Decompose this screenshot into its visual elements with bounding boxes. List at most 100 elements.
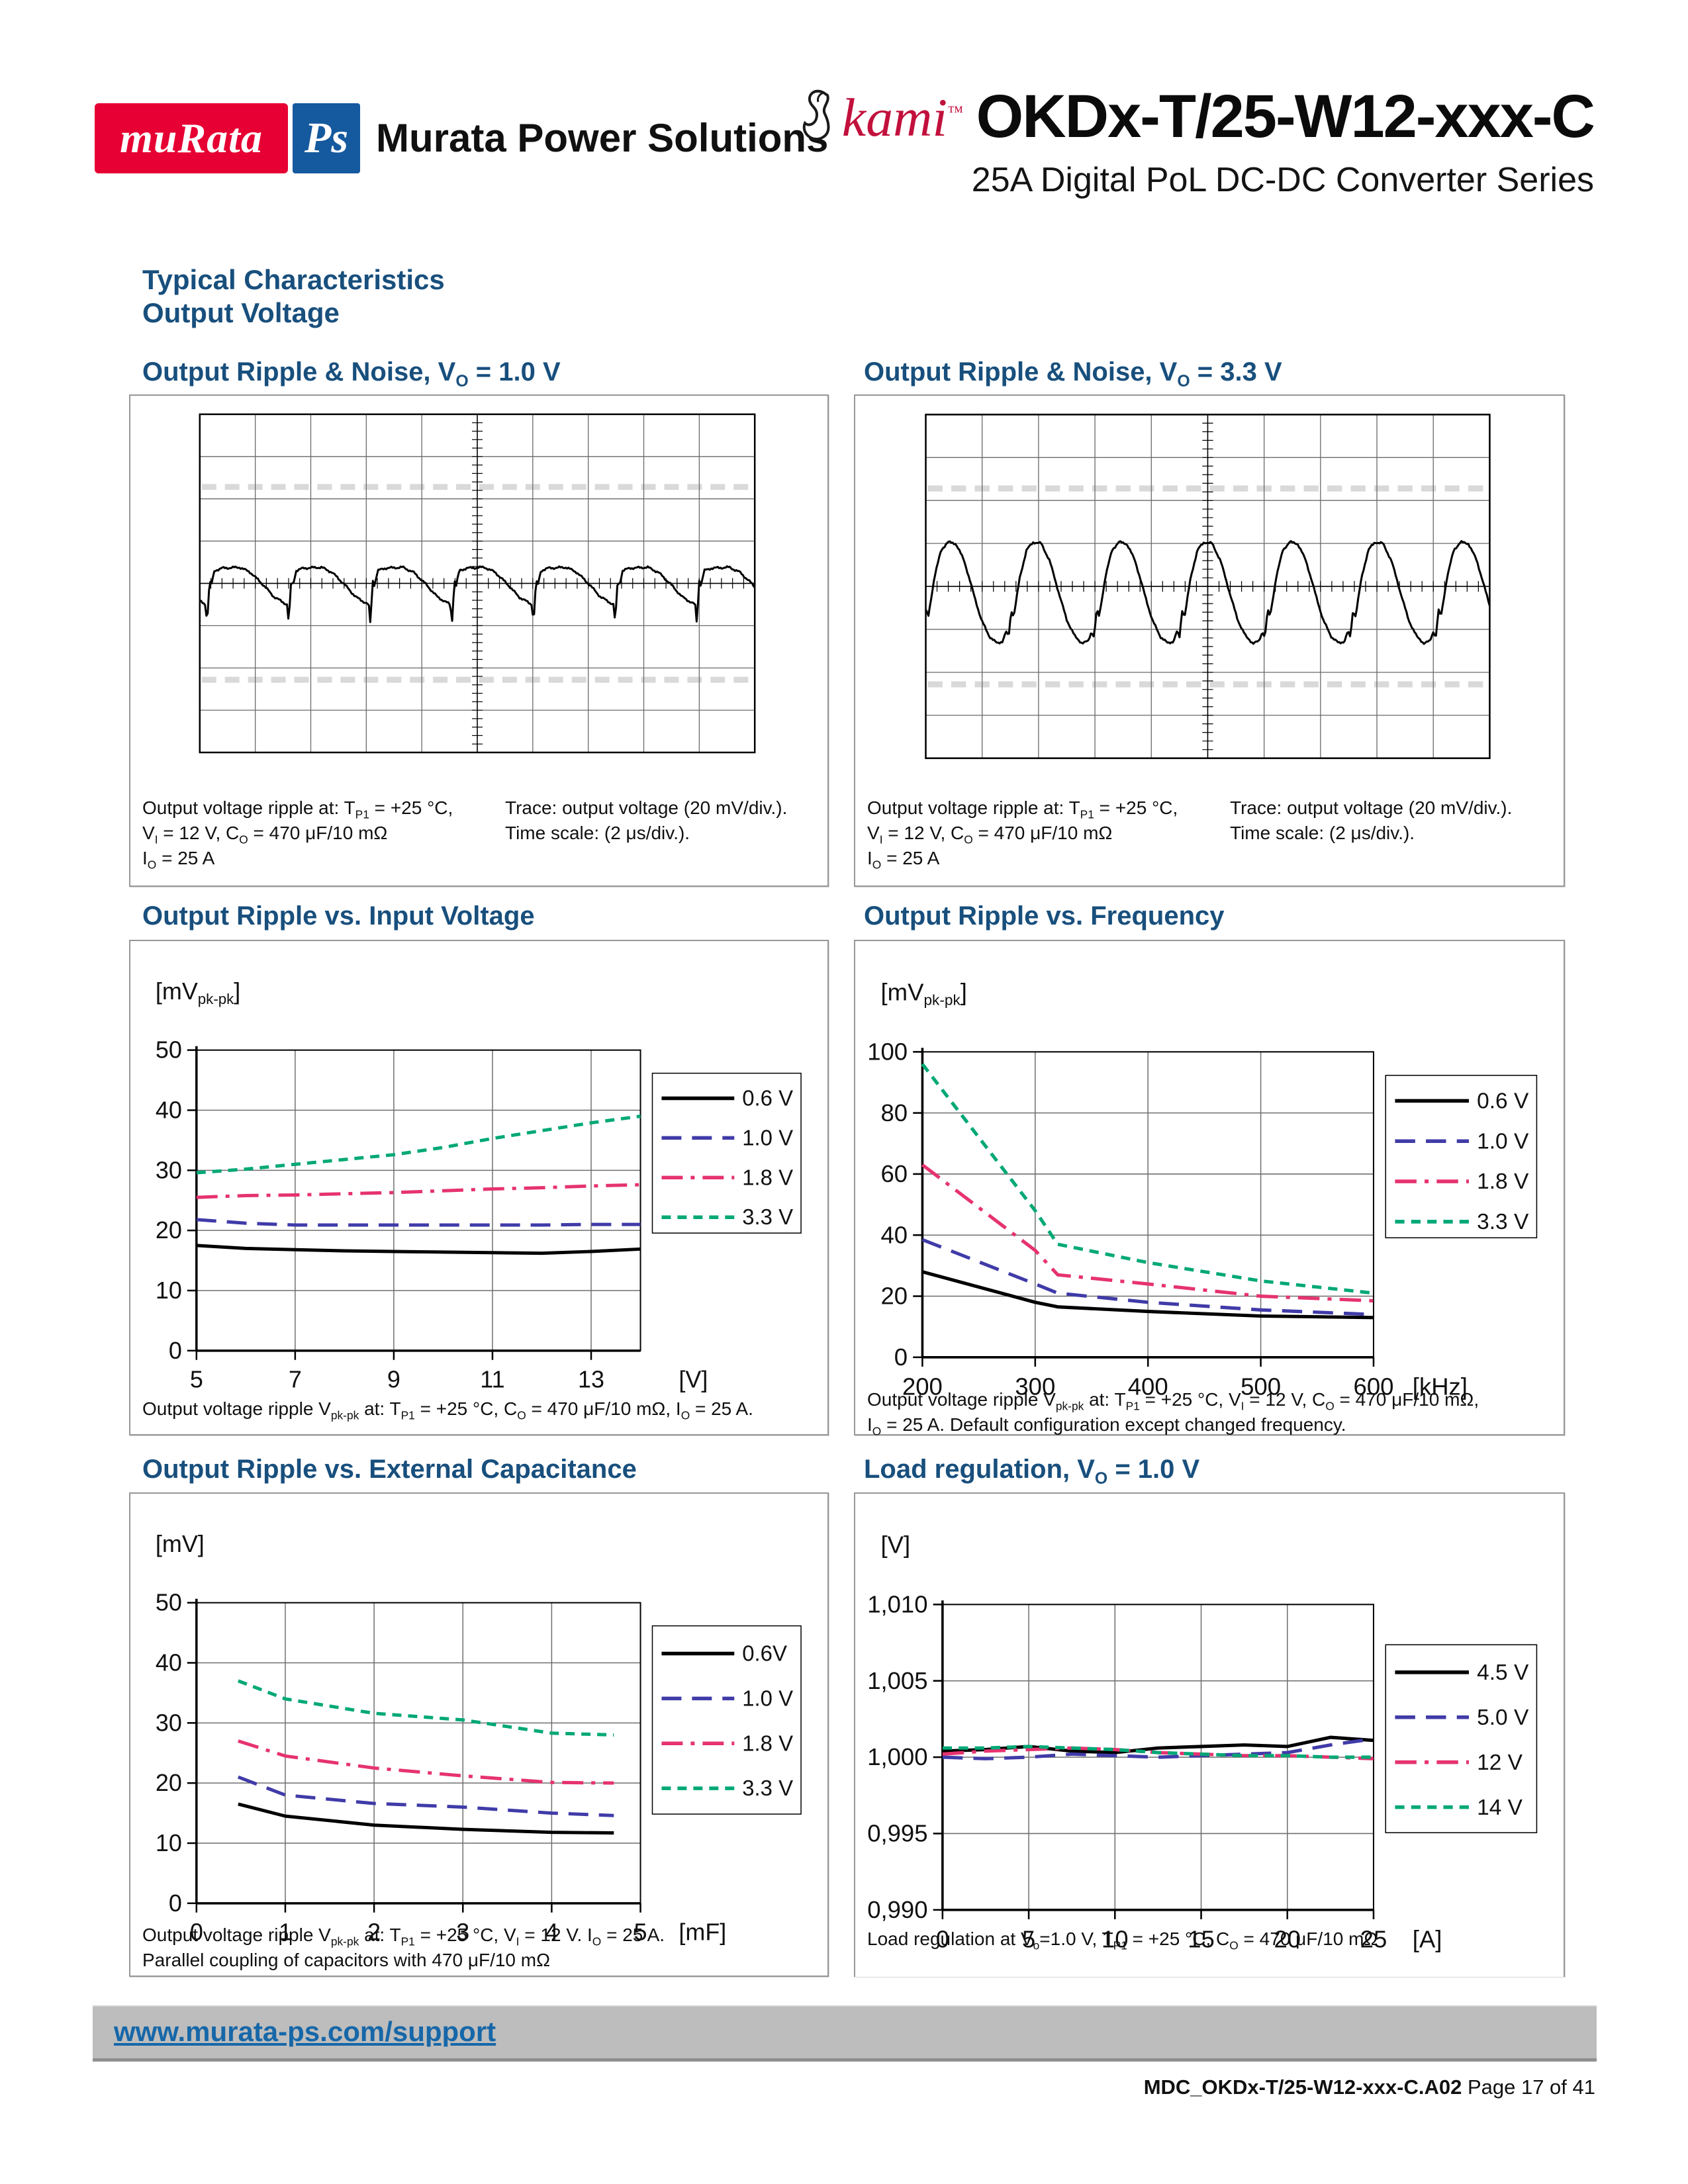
series-line-5.0V [942, 1737, 1374, 1760]
chart-title-ripple-vs-freq: Output Ripple vs. Frequency [864, 901, 1225, 931]
legend-label-1.8V: 1.8 V [742, 1165, 793, 1189]
scope-trace [199, 565, 756, 623]
svg-text:9: 9 [387, 1366, 400, 1393]
section-title-line1: Typical Characteristics [142, 264, 445, 295]
ripple-vs-freq-plot: [mVpk-pk] 0 20 40 60 80 100 200 300 400 500 600 [kHz… [855, 941, 1564, 1425]
doc-id: MDC_OKDx-T/25-W12-xxx-C.A02 [1143, 2075, 1462, 2099]
svg-text:300: 300 [1015, 1373, 1055, 1400]
legend-label-5.0V: 5.0 V [1477, 1706, 1529, 1730]
load-reg-plot: [V] 0,990 0,995 1,000 1,005 1,010 0 5 10 15 20 25 [A… [855, 1494, 1564, 1978]
svg-text:1,005: 1,005 [867, 1667, 927, 1694]
svg-text:0,995: 0,995 [867, 1820, 927, 1847]
svg-text:60: 60 [881, 1160, 908, 1187]
panel-scope2: Output voltage ripple at: TP1 = +25 °C, V… [854, 394, 1565, 887]
legend-label-1.0V: 1.0 V [742, 1125, 793, 1150]
series-line-1.0V [196, 1218, 641, 1227]
legend: 4.5 V 5.0 V 12 V 14 V [1385, 1644, 1538, 1833]
svg-text:[A]: [A] [1413, 1926, 1442, 1953]
panel-ripple-vs-cap: [mV] 0 10 20 30 40 50 0 1 2 3 4 5 [mF] 0.6V 1.0 V 1.8 V 3… [129, 1492, 829, 1977]
legend-label-1.8V: 1.8 V [1477, 1169, 1529, 1194]
svg-text:40: 40 [156, 1649, 182, 1676]
svg-text:0: 0 [894, 1343, 908, 1371]
svg-text:1: 1 [279, 1919, 292, 1946]
legend-label-12V: 12 V [1477, 1751, 1523, 1775]
svg-text:1,010: 1,010 [867, 1591, 927, 1618]
svg-text:25: 25 [1360, 1926, 1387, 1953]
panel-ripple-vs-vin: [mVpk-pk] 0 10 20 30 40 50 5 7 9 11 13 [V] 0.6 V 1.0 V… [129, 940, 829, 1435]
ps-logo-text: Ps [305, 114, 348, 162]
support-link[interactable]: www.murata-ps.com/support [114, 2016, 496, 2047]
svg-text:20: 20 [1274, 1926, 1301, 1953]
svg-text:20: 20 [156, 1769, 182, 1796]
scope-trace [925, 540, 1491, 645]
ripple-vs-freq-caption: Output voltage ripple Vpk-pk at: TP1 = +… [867, 1389, 1479, 1438]
legend-label-4.5V: 4.5 V [1477, 1661, 1529, 1685]
okami-trademark: ™ [947, 103, 963, 121]
svg-text:10: 10 [156, 1829, 182, 1856]
brand-text: Murata Power Solutions [376, 116, 829, 160]
svg-text:11: 11 [480, 1366, 504, 1393]
svg-text:30: 30 [156, 1156, 182, 1183]
svg-text:0: 0 [936, 1926, 949, 1953]
section-title-line2: Output Voltage [142, 297, 340, 328]
scope1-caption-right: Trace: output voltage (20 mV/div.). Time … [505, 797, 788, 843]
legend-label-0.6V: 0.6V [742, 1641, 787, 1666]
svg-text:600: 600 [1354, 1373, 1394, 1400]
svg-text:5: 5 [1022, 1926, 1035, 1953]
legend: 0.6 V 1.0 V 1.8 V 3.3 V [651, 1072, 802, 1234]
svg-text:10: 10 [156, 1277, 182, 1304]
legend-label-0.6V: 0.6 V [742, 1086, 793, 1111]
murata-logo-text: muRata [120, 114, 263, 161]
chart-title-scope2: Output Ripple & Noise, VO = 3.3 V [864, 357, 1282, 390]
panel-scope1: Output voltage ripple at: TP1 = +25 °C, V… [129, 394, 829, 887]
murata-logo: muRata [95, 103, 288, 173]
legend-label-1.0V: 1.0 V [1477, 1129, 1529, 1154]
svg-text:100: 100 [867, 1038, 908, 1066]
series-line-1.0V [237, 1775, 614, 1817]
svg-text:[mF]: [mF] [679, 1919, 726, 1946]
okami-logo-icon [802, 89, 830, 140]
svg-text:400: 400 [1128, 1373, 1168, 1400]
product-title: OKDx-T/25-W12-xxx-C [976, 83, 1595, 150]
svg-text:2: 2 [367, 1919, 381, 1946]
series-line-1.8V [238, 1739, 614, 1785]
ripple-vs-vin-plot: [mVpk-pk] 0 10 20 30 40 50 5 7 9 11 13 [V] 0.6 V 1.0 V… [130, 941, 827, 1417]
svg-text:20: 20 [156, 1216, 182, 1244]
svg-text:500: 500 [1241, 1373, 1281, 1400]
svg-text:40: 40 [881, 1221, 908, 1248]
series-line-0.6V [921, 1270, 1374, 1320]
legend-label-3.3V: 3.3 V [742, 1205, 793, 1229]
scope2-caption-right: Trace: output voltage (20 mV/div.). Time … [1230, 797, 1513, 843]
legend-label-3.3V: 3.3 V [742, 1776, 793, 1800]
svg-text:1,000: 1,000 [867, 1743, 927, 1770]
footer-bar: www.murata-ps.com/support [93, 2005, 1597, 2062]
okami-text: kami™ [841, 87, 963, 148]
ps-logo: Ps [293, 103, 360, 173]
series-line-1.8V [196, 1183, 641, 1199]
legend: 0.6V 1.0 V 1.8 V 3.3 V [651, 1625, 802, 1815]
ripple-vs-cap-plot: [mV] 0 10 20 30 40 50 0 1 2 3 4 5 [mF] 0.6V 1.0 V 1.8 V 3… [130, 1494, 827, 1970]
scope2-caption-left: Output voltage ripple at: TP1 = +25 °C, V… [867, 797, 1178, 872]
legend-label-14V: 14 V [1477, 1796, 1523, 1820]
svg-text:13: 13 [578, 1366, 604, 1393]
series-line-1.0V [921, 1238, 1374, 1316]
legend-label-0.6V: 0.6 V [1477, 1089, 1529, 1114]
series-subtitle: 25A Digital PoL DC-DC Converter Series [971, 161, 1594, 199]
svg-text:[mVpk-pk]: [mVpk-pk] [881, 978, 967, 1008]
chart-title-scope1: Output Ripple & Noise, VO = 1.0 V [142, 357, 561, 390]
scope1-caption-left: Output voltage ripple at: TP1 = +25 °C, V… [142, 797, 453, 872]
series-line-3.3V [921, 1063, 1374, 1295]
svg-text:[V]: [V] [679, 1366, 708, 1393]
svg-text:[mVpk-pk]: [mVpk-pk] [156, 978, 240, 1007]
legend-label-1.0V: 1.0 V [742, 1686, 793, 1710]
load-reg-caption: Load regulation at Vo=1.0 V, TP1 = +25 °… [867, 1929, 1378, 1952]
chart-title-load-reg: Load regulation, VO = 1.0 V [864, 1455, 1200, 1488]
series-line-0.6V [238, 1802, 614, 1835]
svg-text:15: 15 [1188, 1926, 1215, 1953]
svg-text:0: 0 [169, 1337, 182, 1364]
chart-title-ripple-vs-vin: Output Ripple vs. Input Voltage [142, 901, 535, 931]
series-line-3.3V [196, 1115, 641, 1175]
svg-text:20: 20 [881, 1283, 908, 1310]
legend-label-3.3V: 3.3 V [1477, 1210, 1529, 1234]
